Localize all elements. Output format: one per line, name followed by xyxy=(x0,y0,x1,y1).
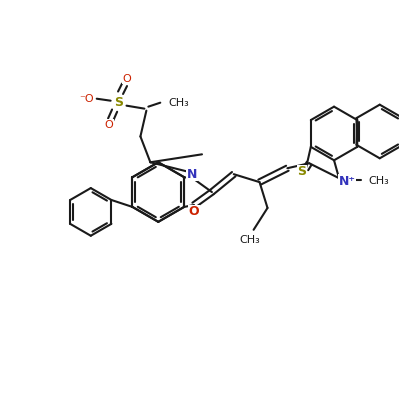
Text: O: O xyxy=(122,74,131,84)
Text: ⁻O: ⁻O xyxy=(80,94,94,104)
Text: S: S xyxy=(114,96,123,109)
Text: CH₃: CH₃ xyxy=(168,98,189,108)
Text: S: S xyxy=(297,165,306,178)
Text: O: O xyxy=(189,206,199,218)
Text: CH₃: CH₃ xyxy=(369,176,390,186)
Text: CH₃: CH₃ xyxy=(239,235,260,245)
Text: O: O xyxy=(104,120,113,130)
Text: N: N xyxy=(187,168,197,181)
Text: N⁺: N⁺ xyxy=(338,175,356,188)
